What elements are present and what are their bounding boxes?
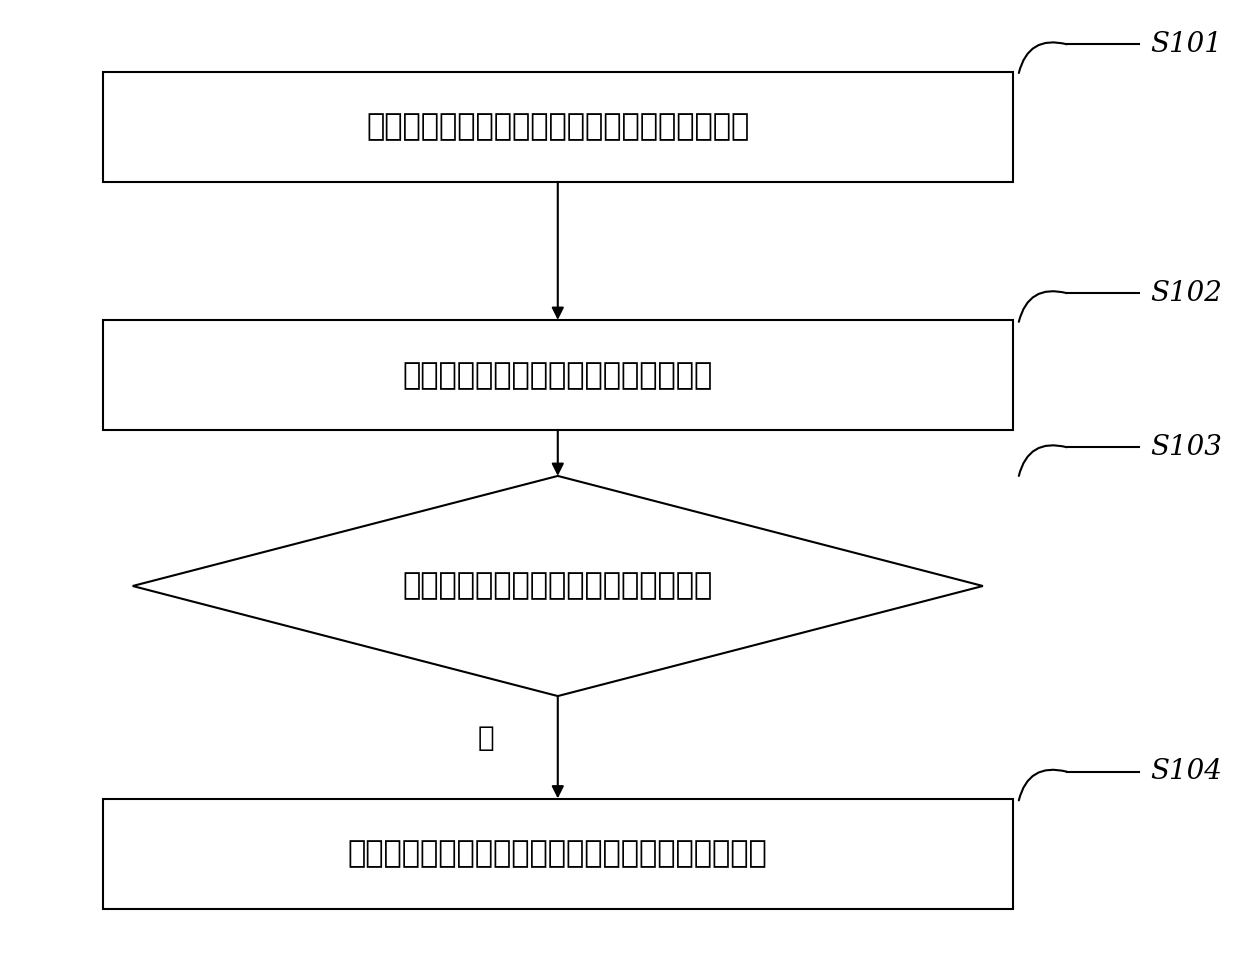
Text: 实时获取自车与参考车道线的位置关系: 实时获取自车与参考车道线的位置关系 [403,361,713,390]
Text: 以与预设切换规则对应的第二控制规则控制自车动作: 以与预设切换规则对应的第二控制规则控制自车动作 [348,840,768,868]
Text: 判断该位置关系是否满足预设切换规则: 判断该位置关系是否满足预设切换规则 [403,572,713,600]
Bar [103,320,1013,430]
Text: S102: S102 [1151,280,1223,307]
Text: S103: S103 [1151,434,1223,460]
Polygon shape [133,476,983,696]
Text: 以第一控制规则控制自车驶入相邻的待转入车道: 以第一控制规则控制自车驶入相邻的待转入车道 [366,112,749,141]
Text: 是: 是 [477,723,495,752]
Text: S101: S101 [1151,31,1223,57]
Bar [103,72,1013,182]
Text: S104: S104 [1151,758,1223,786]
Bar [103,799,1013,909]
